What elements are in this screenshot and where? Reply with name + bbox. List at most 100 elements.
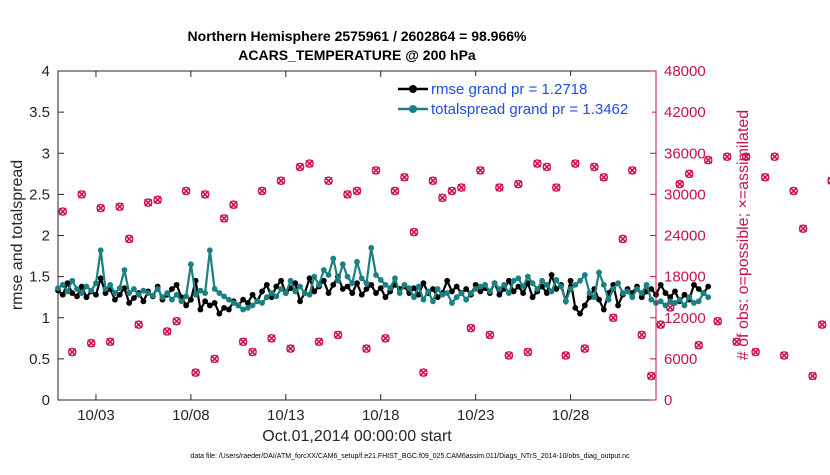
totalspread-point [686, 294, 693, 301]
totalspread-point [548, 288, 555, 295]
totalspread-point [672, 300, 678, 306]
totalspread-point [539, 277, 545, 284]
rmse-point [202, 298, 209, 305]
totalspread-point [102, 286, 109, 292]
totalspread-point [358, 275, 365, 282]
obs-assimilated-marker [172, 317, 181, 326]
obs-possible-marker [181, 186, 191, 196]
totalspread-point [311, 273, 318, 280]
obs-assimilated-marker [647, 372, 656, 380]
totalspread-point [434, 286, 441, 292]
obs-assimilated-marker [305, 159, 314, 168]
rmse-point [206, 302, 213, 309]
rmse-point [311, 288, 318, 295]
obs-possible-marker [343, 190, 352, 199]
obs-possible-marker [476, 166, 485, 175]
totalspread-point [449, 300, 455, 306]
totalspread-point [387, 285, 394, 292]
rmse-point [505, 277, 512, 284]
totalspread-point [268, 290, 275, 296]
obs-assimilated-marker [381, 334, 390, 343]
totalspread-point [206, 247, 213, 254]
rmse-point [259, 288, 265, 295]
obs-assimilated-marker [267, 334, 276, 343]
obs-assimilated-marker [789, 186, 798, 195]
rmse-point [349, 290, 356, 296]
totalspread-point [263, 294, 270, 301]
y-right-tick-label: 48000 [664, 63, 706, 80]
rmse-point [496, 291, 503, 298]
rmse-point [140, 298, 147, 305]
rmse-point [638, 294, 645, 301]
rmse-point [83, 294, 90, 301]
legend-rmse-label: rmse grand pr = 1.2718 [431, 81, 587, 98]
legend-rmse-marker [409, 85, 417, 93]
totalspread-point [382, 281, 389, 288]
obs-assimilated-marker [229, 200, 238, 209]
obs-possible-marker [608, 313, 618, 323]
obs-assimilated-marker [609, 313, 618, 322]
obs-assimilated-marker [542, 162, 551, 171]
totalspread-point [216, 290, 223, 296]
obs-possible-marker [419, 368, 428, 377]
obs-assimilated-marker [115, 202, 124, 211]
obs-possible-marker [552, 183, 561, 192]
totalspread-point [586, 290, 593, 296]
obs-possible-marker [172, 316, 181, 326]
y-left-tick-label: 0 [42, 392, 50, 409]
totalspread-point [249, 302, 256, 309]
totalspread-point [330, 255, 337, 262]
rmse-point [543, 290, 550, 296]
rmse-point [339, 286, 346, 292]
y-axis-right-label: # of obs: o=possible; ×=assimilated [735, 110, 752, 360]
totalspread-point [135, 291, 142, 298]
rmse-point [368, 281, 375, 288]
obs-possible-marker [276, 176, 286, 185]
totalspread-point [392, 275, 398, 282]
rmse-point [672, 288, 678, 295]
y-right-tick-label: 0 [664, 392, 672, 409]
totalspread-point [439, 291, 446, 298]
totalspread-point [529, 280, 536, 287]
y-left-tick-label: 1.5 [29, 269, 50, 286]
obs-possible-marker [428, 176, 438, 185]
rmse-point [278, 277, 284, 284]
obs-assimilated-marker [780, 351, 789, 360]
totalspread-point [339, 261, 346, 268]
obs-possible-marker [808, 371, 817, 381]
totalspread-point [667, 298, 674, 305]
obs-assimilated-marker [571, 159, 580, 168]
rmse-point [292, 280, 299, 287]
obs-possible-marker [200, 190, 210, 199]
obs-possible-marker [115, 202, 124, 212]
totalspread-point [211, 286, 218, 292]
totalspread-point [406, 285, 413, 292]
obs-possible-marker [371, 166, 381, 175]
obs-assimilated-marker [732, 337, 741, 346]
obs-possible-marker [210, 354, 219, 364]
totalspread-point [59, 281, 66, 288]
obs-assimilated-marker [637, 330, 646, 339]
totalspread-point [126, 290, 133, 296]
obs-assimilated-marker [770, 152, 779, 161]
obs-assimilated-marker [485, 330, 494, 339]
y-right-tick-label: 18000 [664, 269, 706, 286]
y-left-tick-label: 4 [42, 63, 50, 80]
x-tick-label: 10/28 [552, 407, 590, 424]
rmse-point [59, 291, 66, 298]
obs-assimilated-marker [400, 173, 409, 182]
totalspread-point [648, 296, 655, 303]
totalspread-point [510, 277, 517, 284]
totalspread-point [306, 291, 313, 298]
x-axis: 10/03 10/08 10/13 10/18 10/23 10/28 [77, 71, 589, 424]
rmse-point [126, 300, 133, 306]
obs-assimilated-marker [315, 337, 323, 346]
obs-possible-marker [352, 186, 362, 196]
totalspread-point [335, 277, 341, 284]
totalspread-point [553, 277, 560, 283]
totalspread-point [458, 290, 465, 296]
rmse-point [453, 283, 460, 290]
rmse-point [472, 281, 479, 288]
obs-assimilated-marker [87, 339, 96, 348]
rmse-point [520, 290, 527, 296]
